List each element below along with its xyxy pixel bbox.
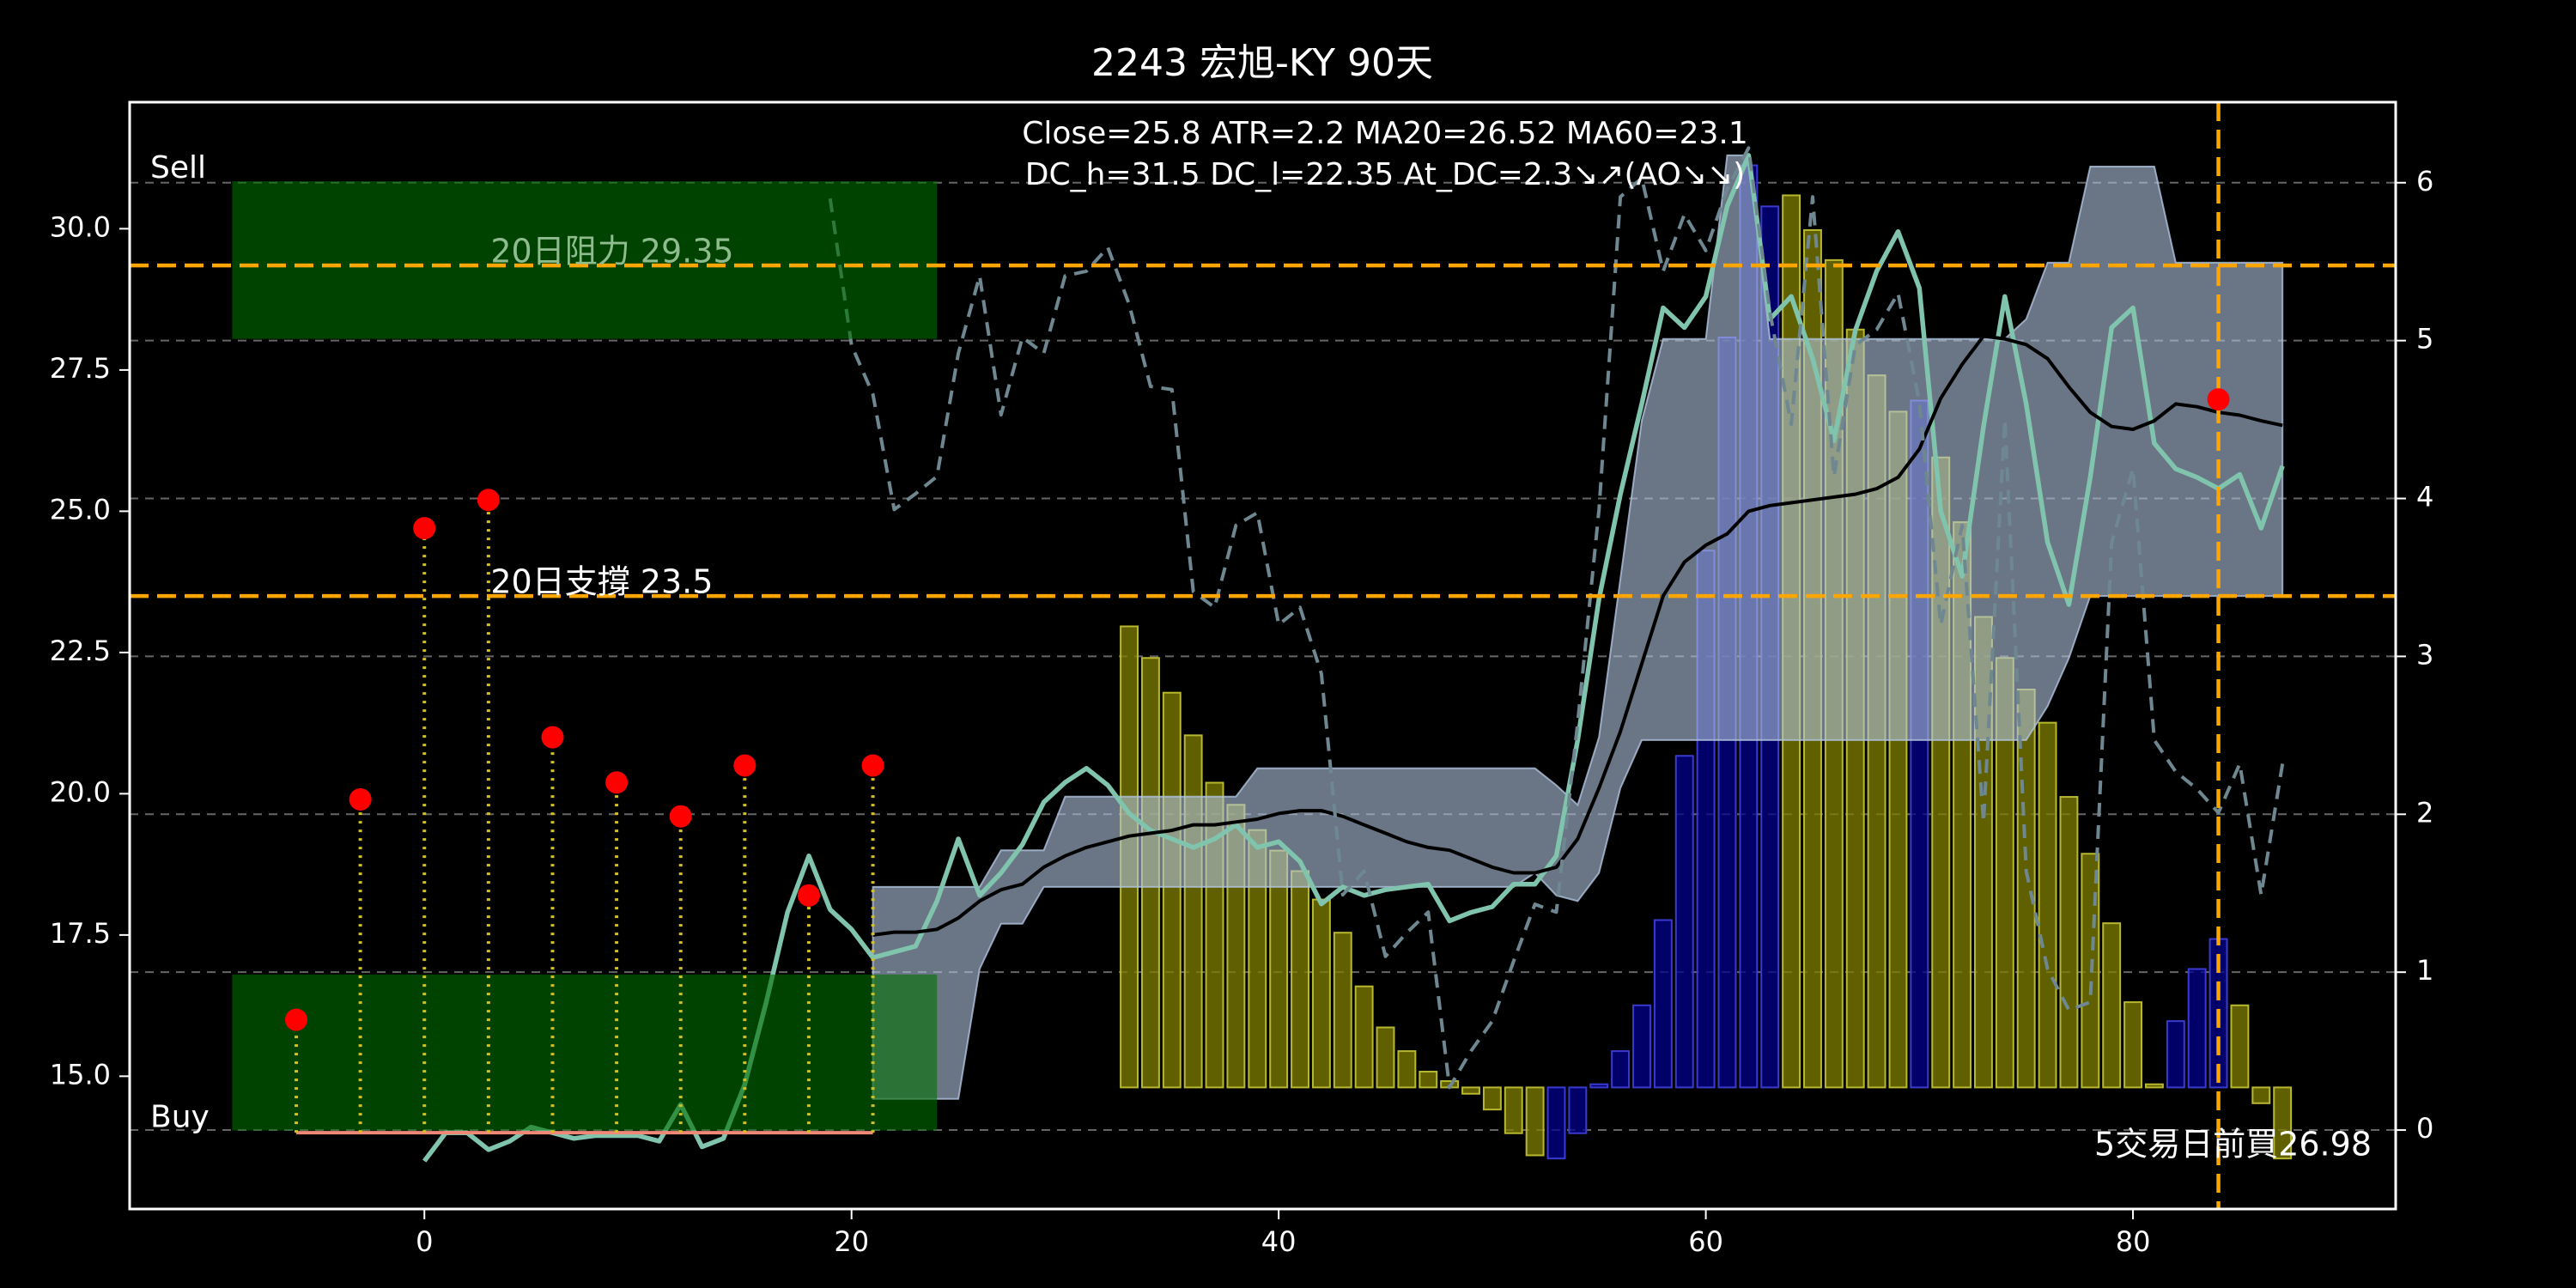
info-line: Close=25.8 ATR=2.2 MA20=26.52 MA60=23.1: [1022, 116, 1748, 151]
ao-bar: [2059, 796, 2079, 1089]
ao-bar: [1419, 1071, 1438, 1089]
ma20-line: [872, 334, 2283, 937]
y2-tick-label: 5: [2416, 323, 2433, 355]
ao-bar: [1546, 1086, 1566, 1160]
ao-bar: [2123, 1001, 2143, 1089]
signal-dot: [797, 884, 820, 907]
y2-tick-label: 0: [2416, 1112, 2433, 1145]
y-tick-label: 25.0: [50, 493, 111, 526]
ao-bar: [1461, 1086, 1480, 1095]
ao-bar: [2273, 1086, 2293, 1160]
ao-bar: [2187, 968, 2207, 1089]
signal-dot: [349, 787, 372, 811]
ao-bar: [1333, 932, 1352, 1089]
ao-bar: [1611, 1050, 1631, 1089]
y2-tick-label: 3: [2416, 638, 2433, 671]
zone: [232, 181, 938, 339]
ao-bar: [2102, 922, 2122, 1089]
info-line: DC_h=31.5 DC_l=22.35 At_DC=2.3↘↗(AO↘↘): [1025, 157, 1745, 192]
signal-dot: [477, 489, 500, 512]
signal-dot: [669, 805, 692, 828]
signal-dot: [285, 1008, 308, 1031]
y2-tick-label: 2: [2416, 796, 2433, 829]
zone-label: Buy: [150, 1100, 210, 1135]
ao-bar: [1632, 1004, 1651, 1089]
x-tick-label: 0: [416, 1225, 433, 1258]
ao-bar: [1376, 1026, 1395, 1089]
chart-title: 2243 宏旭-KY 90天: [1091, 41, 1433, 85]
ao-bar: [1354, 985, 1374, 1089]
ao-bar: [1397, 1050, 1417, 1089]
ao-bar: [1504, 1086, 1523, 1134]
zone-label: Sell: [150, 150, 206, 185]
ao-bar: [1183, 734, 1203, 1089]
ao-bar: [1311, 898, 1331, 1089]
ao-bar: [2038, 721, 2057, 1089]
level-label: 20日阻力 29.35: [490, 233, 733, 270]
x-tick-label: 40: [1261, 1225, 1297, 1258]
buy-marker-label: 5交易日前買26.98: [2094, 1126, 2372, 1163]
signal-dot: [605, 771, 629, 794]
ao-bar: [1291, 870, 1309, 1089]
atr-line: [828, 146, 2285, 1090]
ao-bar: [2166, 1020, 2185, 1089]
signal-dot: [541, 726, 564, 749]
signal-dot: [861, 754, 884, 777]
y2-tick-label: 1: [2416, 954, 2433, 987]
x-tick-label: 60: [1688, 1225, 1723, 1258]
ao-bar: [1162, 691, 1182, 1089]
ao-bar: [2144, 1083, 2164, 1089]
level-label: 20日支撐 23.5: [490, 563, 713, 601]
ao-bar: [1525, 1086, 1545, 1157]
y-tick-label: 27.5: [50, 352, 111, 385]
buy-marker: [2207, 388, 2230, 411]
y2-tick-label: 6: [2416, 165, 2433, 197]
y-tick-label: 20.0: [50, 775, 111, 808]
y-tick-label: 22.5: [50, 635, 111, 667]
ao-bar: [2016, 689, 2036, 1089]
ao-bar: [1482, 1086, 1502, 1111]
ao-bar: [1674, 755, 1694, 1089]
ao-bar: [1589, 1083, 1609, 1089]
y-tick-label: 30.0: [50, 210, 111, 243]
zone: [232, 974, 938, 1131]
signal-dot: [413, 517, 436, 540]
x-tick-label: 80: [2116, 1225, 2151, 1258]
signal-dot: [733, 754, 756, 777]
ao-bar: [1653, 919, 1673, 1089]
ao-bar: [1568, 1086, 1588, 1134]
y-tick-label: 17.5: [50, 917, 111, 950]
y-tick-label: 15.0: [50, 1058, 111, 1091]
axes-frame: [128, 100, 2397, 1211]
ao-bar: [2251, 1086, 2271, 1104]
y2-tick-label: 4: [2416, 481, 2433, 513]
ao-bar: [2230, 1004, 2250, 1089]
x-tick-label: 20: [834, 1225, 869, 1258]
